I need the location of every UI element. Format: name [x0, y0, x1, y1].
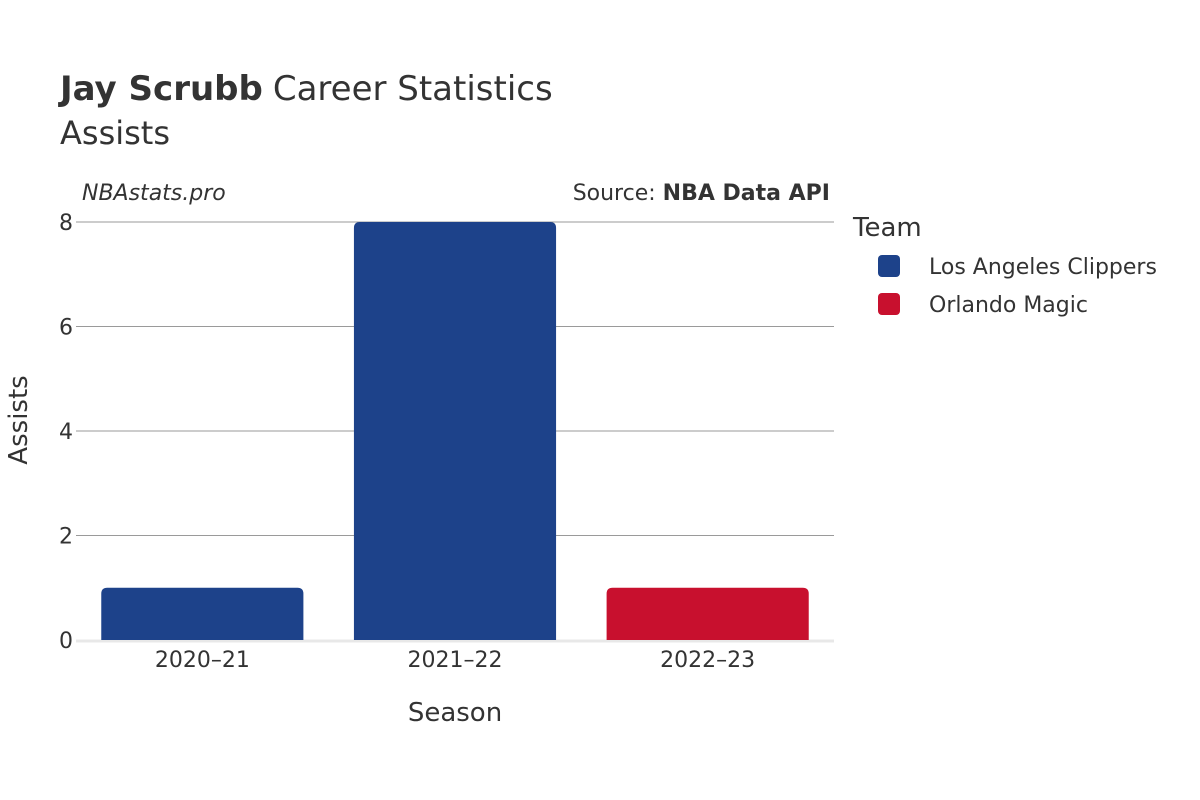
chart-title-player: Jay Scrubb	[58, 69, 263, 109]
x-axis-title: Season	[408, 698, 502, 728]
bar-2022–23	[606, 587, 809, 640]
source-prefix: Source:	[573, 181, 663, 206]
x-tick-label: 2020–21	[155, 648, 250, 673]
legend-title: Team	[852, 213, 922, 243]
source-note: Source: NBA Data API	[573, 181, 830, 206]
y-axis-title: Assists	[4, 375, 34, 464]
y-tick-label: 0	[59, 629, 73, 654]
x-tick-label: 2021–22	[408, 648, 503, 673]
legend-label: Los Angeles Clippers	[929, 255, 1157, 280]
y-tick-label: 6	[59, 316, 73, 341]
legend: Los Angeles Clippers Orlando Magic	[878, 255, 1157, 318]
y-tick-label: 2	[59, 525, 73, 550]
chart-title-rest: Career Statistics	[273, 69, 553, 109]
chart-title: Jay Scrubb Career Statistics	[58, 69, 553, 109]
tick-layer: 0 2 4 6 8 2020–21 2021–22 2022–23	[59, 211, 755, 673]
legend-swatch	[878, 293, 900, 315]
legend-label: Orlando Magic	[929, 293, 1088, 318]
watermark: NBAstats.pro	[82, 181, 226, 206]
bar-2020–21	[101, 587, 304, 640]
chart-subtitle: Assists	[60, 114, 170, 152]
source-name: NBA Data API	[663, 181, 830, 206]
y-tick-label: 4	[59, 420, 73, 445]
y-tick-label: 8	[59, 211, 73, 236]
bar-layer	[101, 222, 809, 640]
bar-2021–22	[353, 222, 557, 640]
x-tick-label: 2022–23	[660, 648, 755, 673]
legend-swatch	[878, 255, 900, 277]
